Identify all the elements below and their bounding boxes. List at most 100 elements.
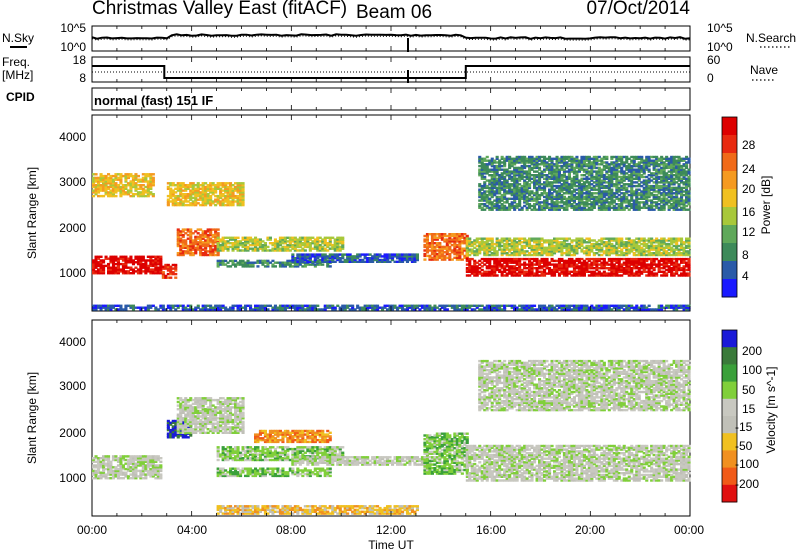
heatmap-cell xyxy=(488,248,492,251)
heatmap-cell xyxy=(495,199,499,202)
heatmap-cell xyxy=(553,175,557,179)
heatmap-cell xyxy=(612,265,616,268)
heatmap-cell xyxy=(675,239,679,242)
heatmap-cell xyxy=(650,179,654,182)
heatmap-cell xyxy=(582,206,586,209)
heatmap-cell xyxy=(498,246,502,249)
heatmap-cell xyxy=(368,258,372,262)
heatmap-cell xyxy=(149,182,153,185)
heatmap-cell xyxy=(356,253,360,256)
heatmap-cell xyxy=(104,182,108,185)
heatmap-cell xyxy=(254,242,258,245)
heatmap-cell xyxy=(124,255,128,258)
heatmap-cell xyxy=(306,238,310,241)
heatmap-cell xyxy=(111,178,115,181)
heatmap-cell xyxy=(650,174,654,177)
heatmap-cell xyxy=(206,244,210,248)
heatmap-cell xyxy=(562,242,566,246)
heatmap-cell xyxy=(550,175,554,179)
heatmap-cell xyxy=(99,264,103,268)
heatmap-cell xyxy=(635,174,639,177)
heatmap-cell xyxy=(572,252,576,255)
heatmap-cell xyxy=(528,267,532,270)
heatmap-cell xyxy=(129,261,133,264)
heatmap-cell xyxy=(533,181,537,184)
heatmap-cell xyxy=(543,199,547,202)
heatmap-cell xyxy=(528,265,532,268)
heatmap-cell xyxy=(535,186,539,190)
heatmap-cell xyxy=(528,244,532,248)
heatmap-cell xyxy=(191,244,195,248)
heatmap-cell xyxy=(662,252,666,255)
heatmap-cell xyxy=(166,263,170,267)
heatmap-cell xyxy=(498,175,502,179)
heatmap-cell xyxy=(201,203,205,207)
heatmap-cell xyxy=(490,170,494,173)
heatmap-cell xyxy=(533,157,537,160)
heatmap-cell xyxy=(562,163,566,166)
heatmap-cell xyxy=(535,274,539,277)
heatmap-cell xyxy=(488,263,492,266)
heatmap-cell xyxy=(610,172,614,175)
heatmap-cell xyxy=(109,259,113,262)
heatmap-cell xyxy=(667,239,671,242)
heatmap-cell xyxy=(550,177,554,180)
heatmap-cell xyxy=(254,236,258,239)
heatmap-cell xyxy=(555,177,559,180)
heatmap-cell xyxy=(271,263,275,266)
heatmap-cell xyxy=(687,272,691,275)
heatmap-cell xyxy=(485,186,489,190)
heatmap-cell xyxy=(595,257,599,261)
heatmap-cell xyxy=(510,188,514,191)
heatmap-cell xyxy=(473,274,477,277)
heatmap-cell xyxy=(201,198,205,201)
heatmap-cell xyxy=(548,177,552,180)
heatmap-cell xyxy=(308,245,312,249)
heatmap-cell xyxy=(316,240,320,243)
heatmap-cell xyxy=(622,268,626,272)
heatmap-cell xyxy=(617,263,621,266)
heatmap-cell xyxy=(622,164,626,168)
heatmap-cell xyxy=(505,244,509,248)
heatmap-cell xyxy=(605,197,609,200)
heatmap-cell xyxy=(572,246,576,249)
heatmap-cell xyxy=(189,230,193,233)
heatmap-cell xyxy=(151,193,155,196)
heatmap-cell xyxy=(548,270,552,273)
heatmap-cell xyxy=(560,174,564,177)
heatmap-cell xyxy=(622,192,626,195)
heatmap-cell xyxy=(231,259,235,263)
heatmap-cell xyxy=(485,172,489,175)
heatmap-cell xyxy=(682,248,686,251)
heatmap-cell xyxy=(627,208,631,211)
heatmap-cell xyxy=(520,166,524,170)
heatmap-cell xyxy=(323,238,327,241)
heatmap-cell xyxy=(550,268,554,272)
heatmap-cell xyxy=(607,204,611,208)
heatmap-cell xyxy=(523,186,527,190)
heatmap-cell xyxy=(615,159,619,162)
heatmap-cell xyxy=(209,182,213,185)
heatmap-cell xyxy=(533,161,537,164)
heatmap-cell xyxy=(229,187,233,190)
heatmap-cell xyxy=(249,243,253,247)
heatmap-cell xyxy=(615,177,619,180)
heatmap-cell xyxy=(478,263,482,266)
heatmap-cell xyxy=(468,265,472,268)
heatmap-cell xyxy=(582,204,586,208)
heatmap-cell xyxy=(570,179,574,182)
heatmap-cell xyxy=(528,155,532,159)
heatmap-cell xyxy=(595,177,599,180)
heatmap-cell xyxy=(622,244,626,248)
heatmap-cell xyxy=(226,261,230,264)
heatmap-cell xyxy=(483,248,487,251)
heatmap-cell xyxy=(159,261,163,264)
heatmap-cell xyxy=(423,258,427,261)
heatmap-cell xyxy=(587,183,591,186)
heatmap-cell xyxy=(565,244,569,248)
heatmap-cell xyxy=(510,170,514,173)
heatmap-cell xyxy=(306,243,310,247)
heatmap-cell xyxy=(550,166,554,170)
heatmap-cell xyxy=(682,268,686,272)
heatmap-cell xyxy=(298,240,302,243)
